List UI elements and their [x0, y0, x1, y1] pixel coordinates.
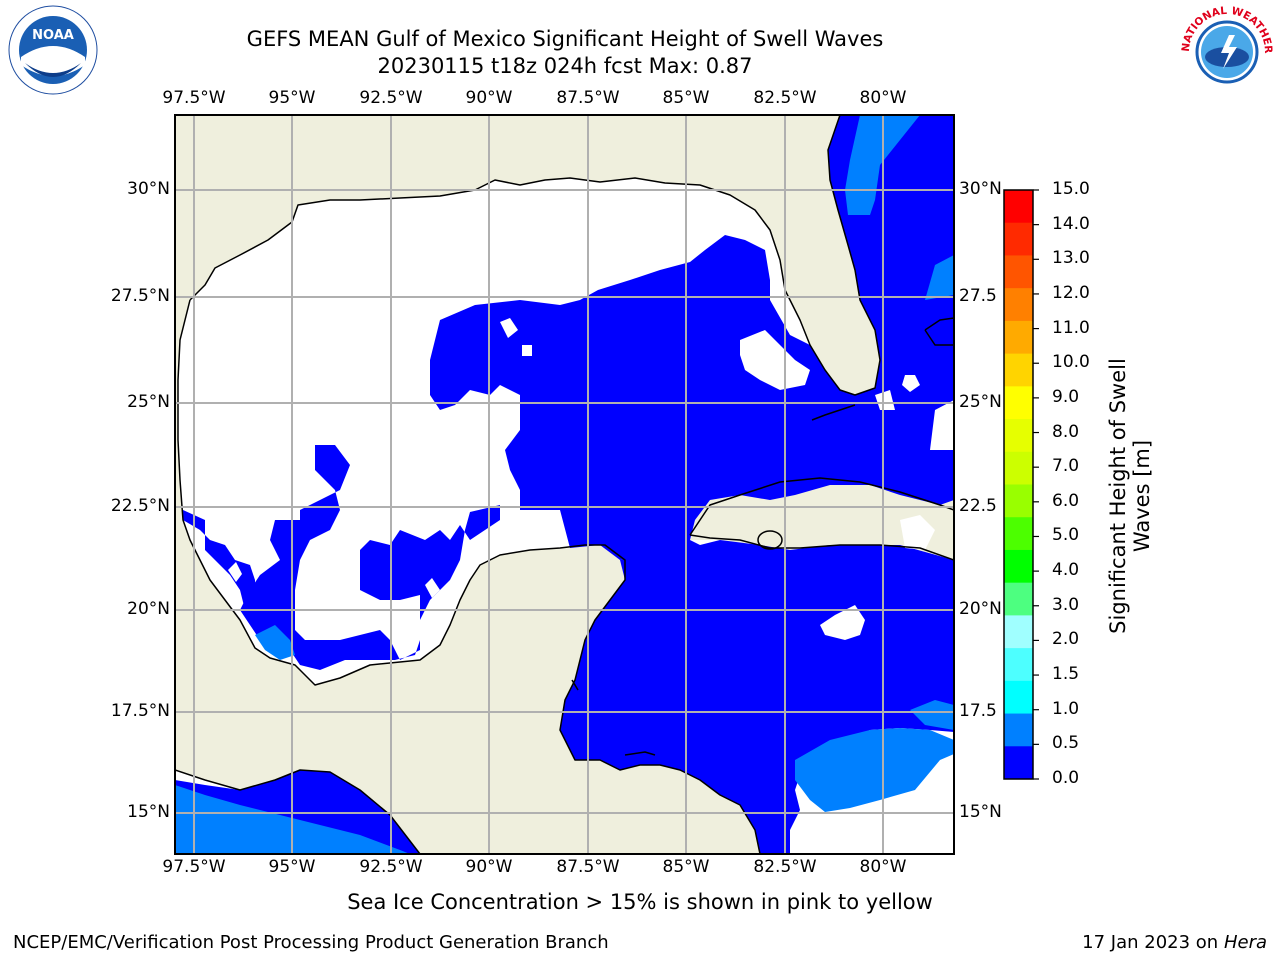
colorbar-tick-label: 4.0 [1052, 560, 1080, 581]
lat-label-right: 22.5 [959, 496, 997, 516]
chart-subtitle: 20230115 t18z 024h fcst Max: 0.87 [377, 54, 753, 78]
colorbar-swatch [1004, 255, 1033, 289]
noaa-logo-text: NOAA [32, 28, 74, 43]
lat-label-right: 27.5 [959, 286, 997, 306]
map-gridlines [175, 115, 954, 854]
colorbar-tick-label: 9.0 [1052, 386, 1080, 407]
lat-label-right: 25°N [959, 392, 1002, 412]
lon-label-bottom: 85°W [662, 857, 710, 877]
lon-label-top: 87.5°W [556, 88, 620, 108]
colorbar-swatch [1004, 517, 1033, 551]
colorbar-swatch [1004, 386, 1033, 420]
sea-ice-note: Sea Ice Concentration > 15% is shown in … [347, 890, 933, 914]
colorbar-tick-label: 10.0 [1052, 352, 1090, 373]
map-frame [174, 114, 955, 855]
lat-label-right: 17.5 [959, 701, 997, 721]
lon-label-bottom: 92.5°W [359, 857, 423, 877]
colorbar-tick-label: 15.0 [1052, 179, 1090, 199]
lat-label-left: 27.5°N [110, 286, 170, 306]
colorbar-tick-label: 2.0 [1052, 629, 1080, 650]
chart-title: GEFS MEAN Gulf of Mexico Significant Hei… [246, 27, 884, 51]
colorbar-tick-label: 0.5 [1052, 733, 1080, 754]
colorbar-tick-label: 11.0 [1052, 317, 1090, 338]
lon-label-top: 97.5°W [162, 88, 226, 108]
colorbar-frame [1003, 189, 1034, 780]
colorbar-swatch [1004, 648, 1033, 682]
isla-land [758, 531, 782, 549]
colorbar-swatch [1004, 484, 1033, 518]
lon-label-bottom: 90°W [465, 857, 513, 877]
lat-label-right: 30°N [959, 179, 1002, 199]
nws-logo: NATIONAL WEATHER SERVICE [1173, 0, 1277, 100]
lon-label-top: 85°W [662, 88, 710, 108]
colorbar-swatch [1004, 615, 1033, 649]
colorbar-swatch [1004, 451, 1033, 485]
lon-label-bottom: 87.5°W [556, 857, 620, 877]
lon-label-top: 82.5°W [753, 88, 817, 108]
lat-label-left: 17.5°N [110, 701, 170, 721]
colorbar-swatch [1004, 320, 1033, 355]
colorbar [1003, 189, 1039, 780]
lat-label-right: 20°N [959, 599, 1002, 619]
footer-date-text: 17 Jan 2023 on [1082, 932, 1224, 953]
colorbar-swatch [1004, 288, 1033, 322]
colorbar-swatch [1004, 222, 1033, 256]
lon-label-top: 90°W [465, 88, 513, 108]
lat-label-right: 15°N [959, 802, 1002, 822]
colorbar-tick-label: 6.0 [1052, 490, 1080, 511]
colorbar-swatch [1004, 419, 1033, 453]
lon-label-top: 80°W [859, 88, 907, 108]
lat-label-left: 20°N [127, 599, 170, 619]
lat-label-left: 22.5°N [110, 496, 170, 516]
colorbar-tick-label: 12.0 [1052, 282, 1090, 303]
lon-label-top: 95°W [268, 88, 316, 108]
colorbar-swatch [1004, 746, 1033, 780]
colorbar-swatch [1004, 713, 1033, 747]
lon-label-bottom: 80°W [859, 857, 907, 877]
colorbar-tick-label: 14.0 [1052, 213, 1090, 234]
colorbar-label-line2: Waves [m] [1130, 439, 1154, 553]
colorbar-tick-label: 7.0 [1052, 456, 1080, 477]
colorbar-tick-label: 3.0 [1052, 594, 1080, 615]
colorbar-tick-label: 1.5 [1052, 664, 1080, 685]
footer-branch: NCEP/EMC/Verification Post Processing Pr… [13, 932, 609, 953]
colorbar-label: Significant Height of Swell Waves [m] [1106, 346, 1154, 646]
swell-gaps [228, 318, 954, 640]
footer-host: Hera [1223, 932, 1267, 953]
lon-label-top: 92.5°W [359, 88, 423, 108]
colorbar-tick-label: 0.0 [1052, 768, 1080, 788]
colorbar-swatch [1004, 549, 1033, 584]
lon-label-bottom: 82.5°W [753, 857, 817, 877]
cuba-land [690, 478, 954, 560]
lat-label-left: 25°N [127, 392, 170, 412]
colorbar-tick-label: 8.0 [1052, 421, 1080, 442]
lat-label-left: 15°N [127, 802, 170, 822]
footer-date: 17 Jan 2023 on Hera [1082, 932, 1267, 953]
colorbar-swatch [1004, 582, 1033, 616]
colorbar-tick-label: 5.0 [1052, 525, 1080, 546]
colorbar-swatch [1004, 190, 1033, 224]
colorbar-tick-label: 1.0 [1052, 698, 1080, 719]
noaa-logo: NOAA [3, 5, 103, 95]
lat-label-left: 30°N [127, 179, 170, 199]
colorbar-label-line1: Significant Height of Swell [1106, 358, 1130, 634]
lon-label-bottom: 95°W [268, 857, 316, 877]
lon-label-bottom: 97.5°W [162, 857, 226, 877]
colorbar-swatch [1004, 353, 1033, 387]
colorbar-tick-label: 13.0 [1052, 248, 1090, 269]
colorbar-swatch [1004, 680, 1033, 715]
